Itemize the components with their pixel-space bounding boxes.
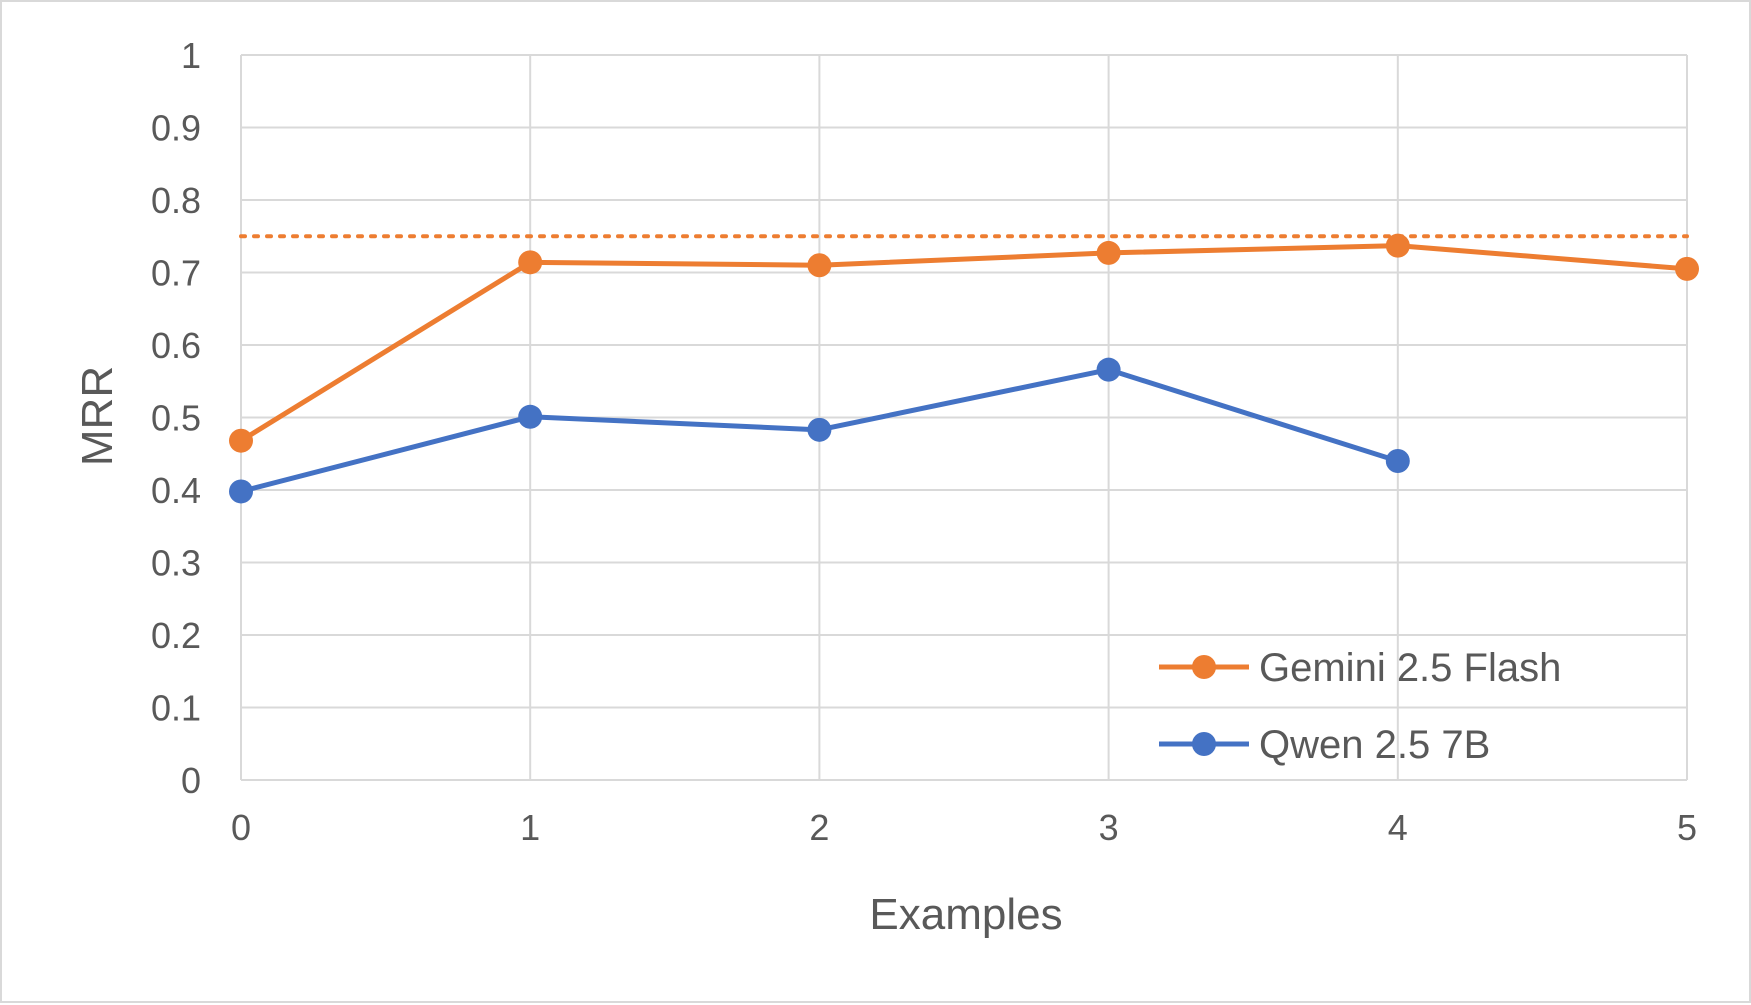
series-line-0 bbox=[238, 243, 1690, 444]
data-point-0-5 bbox=[1675, 256, 1699, 281]
legend: Gemini 2.5 Flash Qwen 2.5 7B bbox=[1159, 646, 1561, 767]
x-tick-label-1: 1 bbox=[520, 807, 540, 848]
data-point-0-0 bbox=[229, 428, 253, 453]
x-tick-label-0: 0 bbox=[231, 807, 251, 848]
x-tick-label-5: 5 bbox=[1677, 807, 1697, 848]
data-point-1-1 bbox=[518, 404, 543, 429]
data-point-0-2 bbox=[807, 253, 832, 278]
y-tick-label-6: 0.6 bbox=[151, 325, 201, 366]
data-point-1-3 bbox=[1096, 357, 1121, 382]
data-point-0-1 bbox=[518, 250, 543, 275]
legend-label-0: Gemini 2.5 Flash bbox=[1259, 646, 1561, 690]
legend-marker-0 bbox=[1192, 655, 1216, 679]
x-tick-label-2: 2 bbox=[809, 807, 829, 848]
y-tick-label-0: 0 bbox=[181, 760, 201, 801]
data-point-1-0 bbox=[229, 479, 253, 504]
y-tick-label-5: 0.5 bbox=[151, 398, 201, 439]
y-tick-label-2: 0.2 bbox=[151, 615, 201, 656]
y-tick-label-7: 0.7 bbox=[151, 253, 201, 294]
data-point-1-2 bbox=[807, 417, 832, 442]
data-point-1-4 bbox=[1385, 449, 1410, 473]
y-tick-label-9: 0.9 bbox=[151, 108, 201, 149]
y-axis-title: MRR bbox=[73, 366, 122, 466]
tick-labels: 0 0.1 0.2 0.3 0.4 0.5 0.6 0.7 0.8 0.9 1 0 1 2 3 4 5 bbox=[151, 35, 1697, 848]
series-lines bbox=[229, 233, 1699, 504]
y-tick-label-1: 0.1 bbox=[151, 688, 201, 729]
legend-marker-1 bbox=[1192, 732, 1216, 756]
y-tick-label-8: 0.8 bbox=[151, 180, 201, 221]
x-tick-label-4: 4 bbox=[1388, 807, 1408, 848]
legend-label-1: Qwen 2.5 7B bbox=[1259, 723, 1490, 767]
x-axis-title: Examples bbox=[869, 890, 1062, 939]
y-tick-label-3: 0.3 bbox=[151, 543, 201, 584]
y-tick-label-4: 0.4 bbox=[151, 470, 201, 511]
x-tick-label-3: 3 bbox=[1099, 807, 1119, 848]
data-point-0-3 bbox=[1096, 240, 1121, 265]
y-tick-label-10: 1 bbox=[181, 35, 201, 76]
data-point-0-4 bbox=[1385, 233, 1410, 258]
